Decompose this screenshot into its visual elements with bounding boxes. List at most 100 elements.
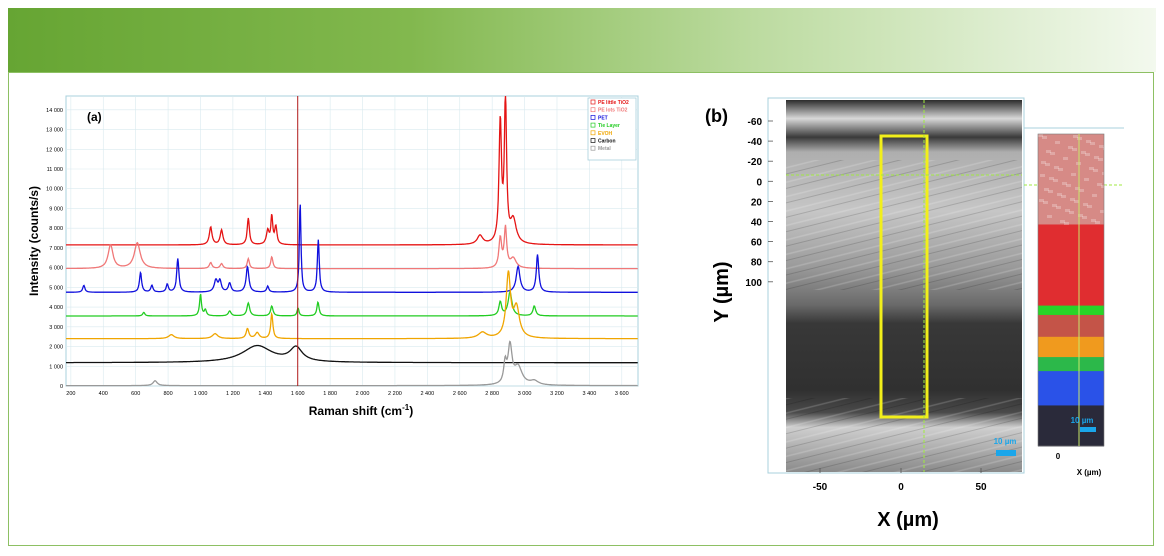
map-texture bbox=[1090, 142, 1095, 145]
legend-entry: PE little TiO2 bbox=[598, 100, 629, 106]
figure-frame bbox=[8, 72, 1154, 546]
x-tick-label: 2 800 bbox=[485, 391, 499, 397]
selection-rectangle[interactable] bbox=[879, 134, 929, 419]
x-tick-label-b: 0 bbox=[898, 482, 904, 493]
map-texture bbox=[1086, 140, 1091, 143]
map-texture bbox=[1064, 222, 1069, 225]
map-texture bbox=[1062, 182, 1067, 185]
map-texture bbox=[1045, 163, 1050, 166]
x-tick-label: 400 bbox=[99, 391, 108, 397]
legend-entry: EVOH bbox=[598, 131, 613, 137]
map-texture bbox=[1084, 178, 1089, 181]
legend-entry: PE lots TiO2 bbox=[598, 108, 628, 114]
legend-swatch bbox=[590, 115, 596, 120]
map-texture bbox=[1058, 168, 1063, 171]
y-tick-label: 2 000 bbox=[49, 345, 63, 351]
map-x-label: X (µm) bbox=[1077, 468, 1102, 477]
y-tick-label: 12 000 bbox=[46, 147, 63, 153]
legend-swatch bbox=[590, 145, 596, 151]
map-texture bbox=[1065, 209, 1070, 212]
x-tick-label: 1 600 bbox=[291, 391, 305, 397]
map-texture bbox=[1042, 136, 1047, 139]
map-texture bbox=[1055, 141, 1060, 144]
map-texture bbox=[1103, 147, 1108, 150]
x-tick-label: 3 600 bbox=[615, 391, 629, 397]
x-tick-label-b: 50 bbox=[975, 482, 987, 493]
map-texture bbox=[1081, 151, 1086, 154]
map-texture bbox=[1099, 145, 1104, 148]
y-tick-label: 9 000 bbox=[49, 206, 63, 212]
map-texture bbox=[1071, 173, 1076, 176]
x-axis-label: Raman shift (cm-1) bbox=[309, 403, 413, 418]
x-axis-label-b: X (µm) bbox=[877, 509, 939, 531]
map-texture bbox=[1069, 211, 1074, 214]
map-texture bbox=[1092, 194, 1097, 197]
y-tick-label: 11 000 bbox=[47, 167, 63, 173]
legend-swatch bbox=[590, 122, 596, 128]
x-tick-label: 200 bbox=[66, 391, 75, 397]
x-tick-label: 3 400 bbox=[583, 391, 597, 397]
map-texture bbox=[1098, 158, 1103, 161]
y-tick-label-b: 40 bbox=[751, 218, 763, 229]
raman-map bbox=[1037, 133, 1108, 447]
series-line bbox=[66, 290, 638, 317]
x-axis-label-close: ) bbox=[409, 404, 413, 418]
header-banner bbox=[8, 8, 1156, 72]
y-axis-label: Intensity (counts/s) bbox=[27, 186, 41, 296]
map-texture bbox=[1087, 205, 1092, 208]
map-band bbox=[1038, 224, 1104, 307]
legend-entry: Carbon bbox=[598, 139, 616, 145]
y-tick-label: 14 000 bbox=[46, 108, 63, 114]
map-texture bbox=[1079, 189, 1084, 192]
legend-swatch bbox=[590, 107, 596, 113]
y-tick-label: 0 bbox=[60, 384, 63, 390]
x-tick-label: 1 000 bbox=[194, 391, 208, 397]
map-texture bbox=[1078, 214, 1083, 217]
x-tick-label: 2 600 bbox=[453, 391, 467, 397]
legend-swatch bbox=[590, 130, 596, 136]
y-tick-label-b: -20 bbox=[748, 157, 763, 168]
map-texture bbox=[1091, 219, 1096, 222]
series-line bbox=[66, 340, 638, 387]
series-line bbox=[65, 224, 638, 270]
map-texture bbox=[1043, 201, 1048, 204]
map-band bbox=[1038, 134, 1104, 225]
map-band bbox=[1038, 371, 1104, 406]
y-tick-label: 4 000 bbox=[49, 305, 63, 311]
legend-entry: Tie Layer bbox=[598, 123, 620, 129]
legend-entry: PET bbox=[598, 115, 608, 121]
map-scalebar-label: 10 µm bbox=[1071, 416, 1094, 425]
map-texture bbox=[1057, 193, 1062, 196]
map-texture bbox=[1061, 195, 1066, 198]
y-tick-label: 6 000 bbox=[49, 266, 63, 272]
legend-swatch bbox=[590, 138, 596, 143]
map-texture bbox=[1102, 172, 1107, 175]
x-tick-label: 1 800 bbox=[323, 391, 337, 397]
y-tick-label-b: 80 bbox=[751, 258, 763, 269]
panel-b-label: (b) bbox=[705, 106, 728, 126]
map-texture bbox=[1082, 216, 1087, 219]
map-scalebar bbox=[1080, 427, 1096, 432]
image-scalebar bbox=[996, 450, 1016, 456]
y-tick-label: 7 000 bbox=[49, 246, 63, 252]
map-texture bbox=[1066, 184, 1071, 187]
map-band bbox=[1038, 314, 1104, 338]
y-tick-label: 13 000 bbox=[46, 128, 63, 134]
map-texture bbox=[1041, 161, 1046, 164]
panel-a-label: (a) bbox=[87, 110, 102, 124]
map-texture bbox=[1100, 210, 1105, 213]
x-axis-label-sup: -1 bbox=[402, 403, 410, 412]
y-tick-label-b: 60 bbox=[751, 238, 763, 249]
map-texture bbox=[1089, 167, 1094, 170]
y-tick-label-b: 100 bbox=[745, 278, 762, 289]
map-texture bbox=[1060, 220, 1065, 223]
legend-entry: Metal bbox=[598, 146, 611, 152]
map-texture bbox=[1074, 200, 1079, 203]
y-tick-label-b: -40 bbox=[748, 137, 763, 148]
map-frame bbox=[1037, 133, 1105, 447]
y-tick-label: 5 000 bbox=[49, 285, 63, 291]
map-texture bbox=[1093, 169, 1098, 172]
